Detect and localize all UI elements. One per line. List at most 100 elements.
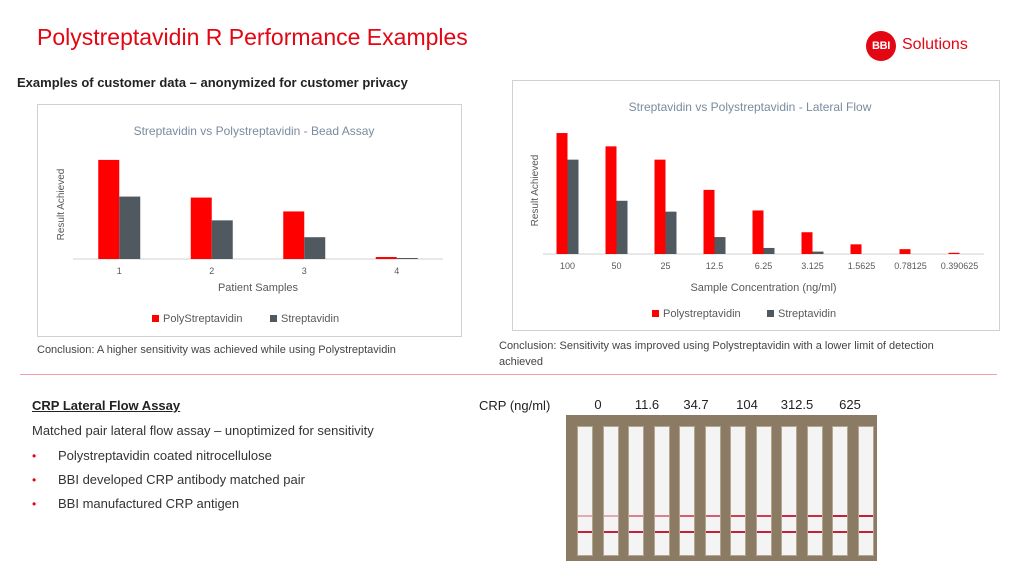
x-tick-label: 3.125 (801, 261, 824, 271)
x-tick-label: 1.5625 (848, 261, 876, 271)
bead-assay-chart: Streptavidin vs Polystreptavidin - Bead … (37, 104, 462, 337)
y-axis-label: Result Achieved (56, 169, 67, 241)
crp-bullet-item: • Polystreptavidin coated nitrocellulose (32, 447, 305, 471)
test-line (654, 515, 669, 517)
test-strip (705, 427, 720, 555)
test-strip (756, 427, 771, 555)
bar-polystreptavidin (556, 133, 568, 254)
bar-streptavidin (812, 251, 824, 254)
crp-bullet-text: BBI manufactured CRP antigen (58, 496, 240, 511)
test-strip (680, 427, 694, 555)
x-tick-label: 2 (209, 266, 214, 276)
legend-label: PolyStreptavidin (163, 313, 243, 325)
legend-label: Streptavidin (778, 308, 836, 320)
bar-polystreptavidin (375, 257, 397, 259)
legend-label: Streptavidin (281, 313, 339, 325)
control-line (705, 531, 720, 533)
bar-streptavidin (567, 159, 579, 254)
crp-concentration-label: CRP (ng/ml) (479, 398, 551, 413)
bar-streptavidin (211, 220, 233, 259)
test-strip (833, 427, 847, 555)
crp-bullet-item: • BBI developed CRP antibody matched pair (32, 471, 305, 495)
crp-bullet-text: Polystreptavidin coated nitrocellulose (58, 448, 272, 463)
test-strip (629, 427, 643, 555)
x-tick-label: 0.390625 (941, 261, 979, 271)
bullet-icon: • (32, 473, 37, 487)
bar-streptavidin (119, 196, 141, 259)
crp-bullet-text: BBI developed CRP antibody matched pair (58, 472, 305, 487)
test-line (629, 515, 643, 517)
crp-section-title: CRP Lateral Flow Assay (32, 398, 181, 413)
x-tick-label: 100 (560, 261, 575, 271)
control-line (858, 531, 873, 533)
lateral-flow-strips-photo (566, 415, 877, 561)
lateral-flow-conclusion: Conclusion: Sensitivity was improved usi… (499, 340, 934, 368)
test-strip (578, 427, 592, 555)
bead-assay-conclusion: Conclusion: A higher sensitivity was ach… (37, 344, 396, 356)
bar-polystreptavidin (283, 211, 305, 259)
crp-concentration-value: 104 (736, 397, 758, 412)
crp-concentration-value: 0 (594, 397, 602, 412)
bar-streptavidin (396, 258, 418, 259)
test-line (578, 515, 592, 517)
test-line (807, 515, 822, 517)
test-strip (782, 427, 796, 555)
bar-streptavidin (714, 237, 726, 254)
bar-polystreptavidin (190, 197, 212, 259)
control-line (603, 531, 618, 533)
control-line (782, 531, 796, 533)
x-tick-label: 0.78125 (894, 261, 927, 271)
test-line (756, 515, 771, 517)
legend-swatch (652, 310, 659, 317)
bar-polystreptavidin (899, 249, 911, 254)
control-line (629, 531, 643, 533)
crp-concentration-value: 625 (839, 397, 861, 412)
control-line (833, 531, 847, 533)
lateral-flow-chart-svg: Streptavidin vs Polystreptavidin - Later… (530, 100, 984, 320)
crp-concentration-value: 312.5 (780, 397, 814, 412)
crp-bullet-list: • Polystreptavidin coated nitrocellulose … (32, 447, 305, 519)
x-tick-label: 25 (660, 261, 670, 271)
bar-polystreptavidin (703, 189, 715, 254)
test-line (731, 515, 745, 517)
logo-wordmark: Solutions (902, 36, 968, 53)
x-tick-label: 4 (394, 266, 399, 276)
legend-label: Polystreptavidin (663, 308, 741, 320)
bar-streptavidin (665, 211, 677, 254)
test-line (680, 515, 694, 517)
x-axis-label: Patient Samples (218, 282, 299, 294)
legend-swatch (767, 310, 774, 317)
control-line (756, 531, 771, 533)
test-strip (654, 427, 669, 555)
x-tick-label: 3 (302, 266, 307, 276)
bar-polystreptavidin (752, 210, 764, 254)
x-tick-label: 6.25 (755, 261, 773, 271)
bullet-icon: • (32, 449, 37, 463)
y-axis-label: Result Achieved (530, 155, 541, 227)
test-strip (858, 427, 873, 555)
bead-assay-chart-svg: Streptavidin vs Polystreptavidin - Bead … (56, 124, 443, 325)
crp-concentration-value: 11.6 (634, 397, 660, 412)
test-line (858, 515, 873, 517)
control-line (578, 531, 592, 533)
test-strip (731, 427, 745, 555)
x-axis-label: Sample Concentration (ng/ml) (690, 282, 836, 294)
bullet-icon: • (32, 497, 37, 511)
lateral-flow-chart: Streptavidin vs Polystreptavidin - Later… (512, 80, 1000, 331)
section-subtitle: Examples of customer data – anonymized f… (17, 75, 408, 90)
crp-bullet-item: • BBI manufactured CRP antigen (32, 495, 305, 519)
page-title: Polystreptavidin R Performance Examples (37, 24, 468, 50)
control-line (731, 531, 745, 533)
crp-concentration-value: 34.7 (683, 397, 709, 412)
legend-swatch (270, 315, 277, 322)
logo-mark: BBI (866, 31, 896, 61)
bar-polystreptavidin (948, 252, 960, 254)
control-line (807, 531, 822, 533)
bar-polystreptavidin (654, 159, 666, 254)
x-tick-label: 12.5 (706, 261, 724, 271)
bar-polystreptavidin (605, 146, 617, 254)
x-tick-label: 50 (611, 261, 621, 271)
bar-streptavidin (304, 237, 326, 259)
bar-polystreptavidin (98, 159, 120, 259)
control-line (680, 531, 694, 533)
